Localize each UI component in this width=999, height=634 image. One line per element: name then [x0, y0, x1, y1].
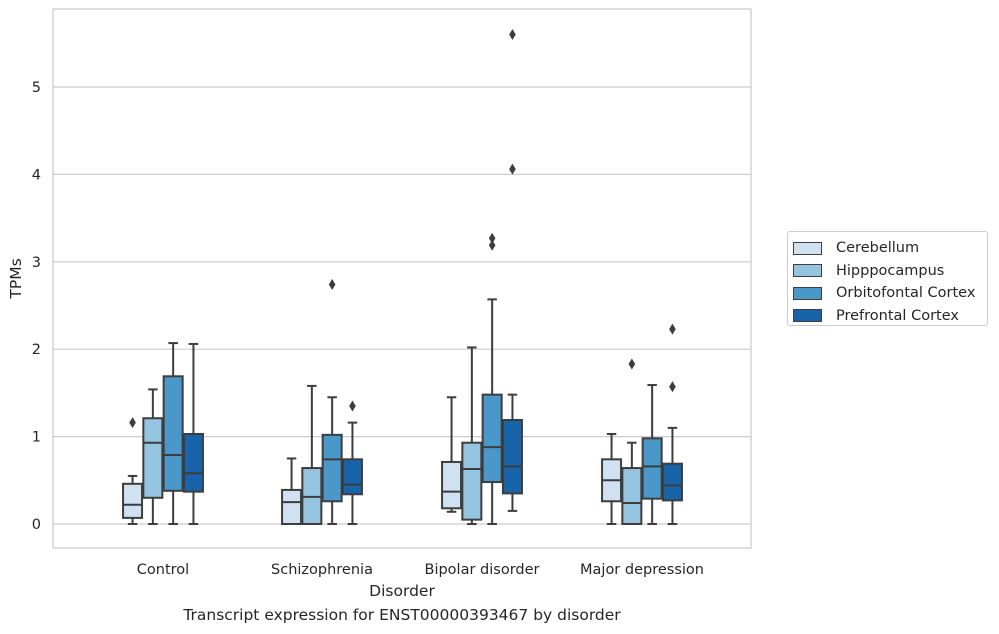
box-iqr: [621, 467, 643, 525]
outlier-point: [669, 381, 676, 393]
legend-swatch: [793, 264, 822, 278]
box-orbitofontal-cortex: [321, 279, 343, 525]
outlier-point: [509, 29, 516, 41]
x-tick-label: Bipolar disorder: [425, 562, 540, 578]
y-tick-label: 3: [32, 255, 41, 271]
legend-item: Prefrontal Cortex: [793, 305, 987, 328]
plot-frame: [52, 8, 752, 549]
y-tick-label: 5: [32, 80, 41, 96]
box-hipppocampus: [461, 346, 483, 525]
y-tick-label: 0: [32, 517, 41, 533]
outlier-point: [328, 279, 336, 291]
legend-swatch: [793, 286, 822, 300]
box-prefrontal-cortex: [501, 29, 523, 512]
box-iqr: [441, 460, 463, 510]
x-tick-label: Schizophrenia: [271, 562, 373, 578]
box-iqr: [122, 482, 144, 519]
outlier-point: [509, 163, 516, 175]
box-iqr: [281, 488, 303, 525]
box-iqr: [321, 433, 343, 503]
box-orbitofontal-cortex: [641, 384, 663, 525]
box-cerebellum: [441, 396, 463, 513]
box-iqr: [461, 441, 483, 521]
chart-caption: Transcript expression for ENST0000039346…: [183, 606, 621, 624]
outlier-point: [349, 400, 356, 412]
outlier-point: [669, 323, 676, 335]
box-iqr: [661, 462, 683, 502]
box-hipppocampus: [621, 358, 643, 525]
box-cerebellum: [122, 417, 144, 525]
box-plots: [122, 29, 683, 525]
x-tick-labels: Control Schizophrenia Bipolar disorder Majo…: [137, 562, 704, 578]
box-cerebellum: [601, 432, 623, 525]
box-prefrontal-cortex: [341, 400, 363, 525]
legend-item: Cerebellum: [793, 237, 987, 260]
box-iqr: [641, 437, 663, 500]
legend-swatch: [793, 309, 822, 323]
box-cerebellum: [281, 457, 303, 525]
x-axis-label: Disorder: [369, 582, 435, 600]
outlier-point: [488, 232, 496, 244]
y-tick-label: 2: [32, 342, 41, 358]
box-iqr: [162, 375, 184, 492]
box-orbitofontal-cortex: [162, 342, 184, 525]
legend-swatch: [793, 241, 822, 255]
y-tick-labels: 0 1 2 3 4 5: [32, 80, 41, 533]
legend-label: Hipppocampus: [836, 262, 945, 279]
legend: Cerebellum Hipppocampus Orbitofontal Corte…: [787, 231, 988, 326]
outlier-point: [488, 239, 496, 251]
y-tick-label: 4: [32, 167, 41, 183]
outlier-point: [628, 358, 636, 370]
box-orbitofontal-cortex: [481, 232, 503, 525]
x-tick-label: Major depression: [580, 562, 704, 578]
legend-label: Prefrontal Cortex: [836, 307, 959, 324]
box-iqr: [481, 393, 503, 484]
outlier-point: [129, 417, 136, 429]
box-prefrontal-cortex: [182, 342, 204, 525]
box-hipppocampus: [142, 388, 164, 525]
y-axis-label: TPMs: [7, 258, 25, 299]
box-prefrontal-cortex: [661, 323, 683, 525]
box-iqr: [142, 417, 164, 499]
box-iqr: [501, 418, 523, 495]
legend-label: Cerebellum: [836, 240, 920, 257]
y-tick-label: 1: [32, 430, 41, 446]
x-tick-label: Control: [137, 562, 189, 578]
legend-item: Orbitofontal Cortex: [793, 282, 987, 305]
box-iqr: [182, 432, 204, 493]
legend-item: Hipppocampus: [793, 260, 987, 283]
box-iqr: [341, 458, 363, 496]
legend-label: Orbitofontal Cortex: [836, 285, 976, 302]
box-hipppocampus: [301, 384, 323, 525]
